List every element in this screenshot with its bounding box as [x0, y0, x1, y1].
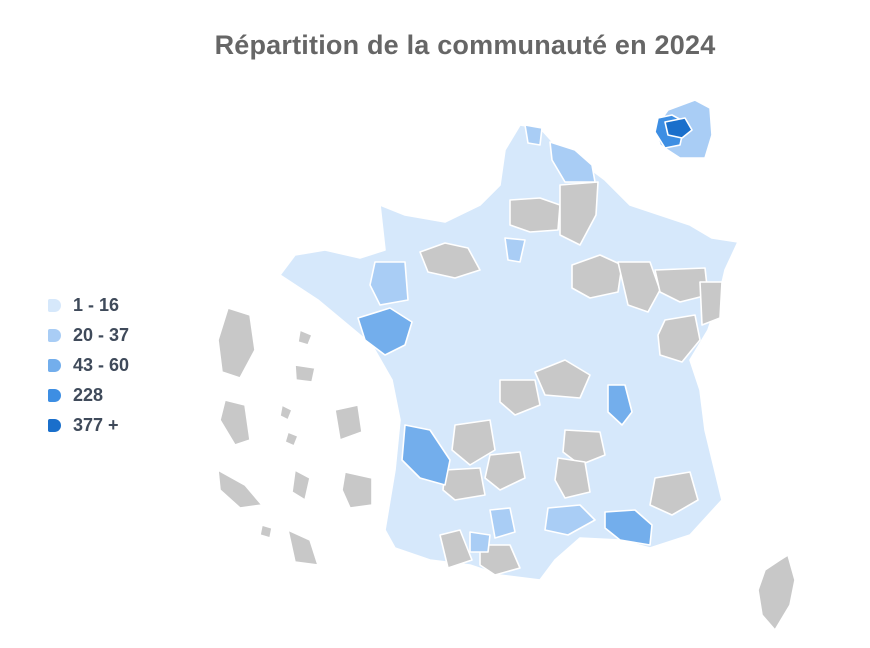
corsica — [757, 554, 796, 631]
legend-label: 1 - 16 — [73, 294, 120, 315]
department — [571, 254, 623, 299]
overseas-territory — [217, 469, 263, 509]
overseas-territory — [287, 529, 319, 566]
overseas-territory — [284, 431, 299, 447]
department — [419, 242, 481, 279]
department — [442, 467, 486, 501]
legend-label: 20 - 37 — [73, 324, 130, 345]
department — [499, 379, 541, 416]
legend-item[interactable]: 43 - 60 — [48, 350, 129, 380]
overseas-territory — [334, 404, 363, 441]
department — [439, 529, 473, 569]
overseas-territory — [341, 471, 373, 509]
department — [469, 531, 491, 553]
department — [504, 237, 526, 263]
department — [604, 509, 653, 546]
legend-label: 43 - 60 — [73, 354, 130, 375]
department — [607, 384, 633, 426]
department — [451, 419, 496, 466]
legend-swatch — [48, 388, 61, 402]
legend-item[interactable]: 228 — [48, 380, 129, 410]
overseas-territory — [219, 399, 251, 446]
department — [357, 307, 413, 356]
department — [401, 424, 451, 486]
legend-item[interactable]: 1 - 16 — [48, 290, 129, 320]
department — [484, 451, 526, 491]
department — [562, 429, 606, 466]
department — [524, 124, 543, 146]
paris-department — [664, 117, 693, 139]
map-title: Répartition de la communauté en 2024 — [214, 30, 716, 60]
department — [489, 507, 516, 539]
department — [544, 504, 596, 536]
mainland-france — [279, 124, 739, 581]
legend-swatch — [48, 328, 61, 342]
legend-swatch — [48, 358, 61, 372]
legend-item[interactable]: 377 + — [48, 410, 129, 440]
overseas-territory — [279, 404, 293, 421]
department — [649, 471, 699, 516]
overseas-territory — [294, 364, 316, 383]
department — [657, 314, 701, 363]
department — [509, 197, 561, 233]
department — [549, 141, 596, 183]
department — [554, 457, 591, 499]
legend-label: 228 — [73, 384, 104, 405]
department — [369, 261, 409, 306]
legend-swatch — [48, 298, 61, 312]
legend-swatch — [48, 418, 61, 432]
department — [479, 544, 521, 576]
overseas-territory — [297, 329, 313, 346]
legend-item[interactable]: 20 - 37 — [48, 320, 129, 350]
legend: 1 - 16 20 - 37 43 - 60 228 377 + — [48, 290, 129, 440]
department — [534, 359, 591, 399]
overseas-territory — [291, 469, 311, 501]
overseas-territory — [259, 524, 273, 539]
legend-label: 377 + — [73, 414, 119, 435]
overseas-territory — [217, 307, 256, 379]
department — [654, 267, 709, 303]
department — [617, 261, 661, 313]
department — [699, 281, 723, 326]
